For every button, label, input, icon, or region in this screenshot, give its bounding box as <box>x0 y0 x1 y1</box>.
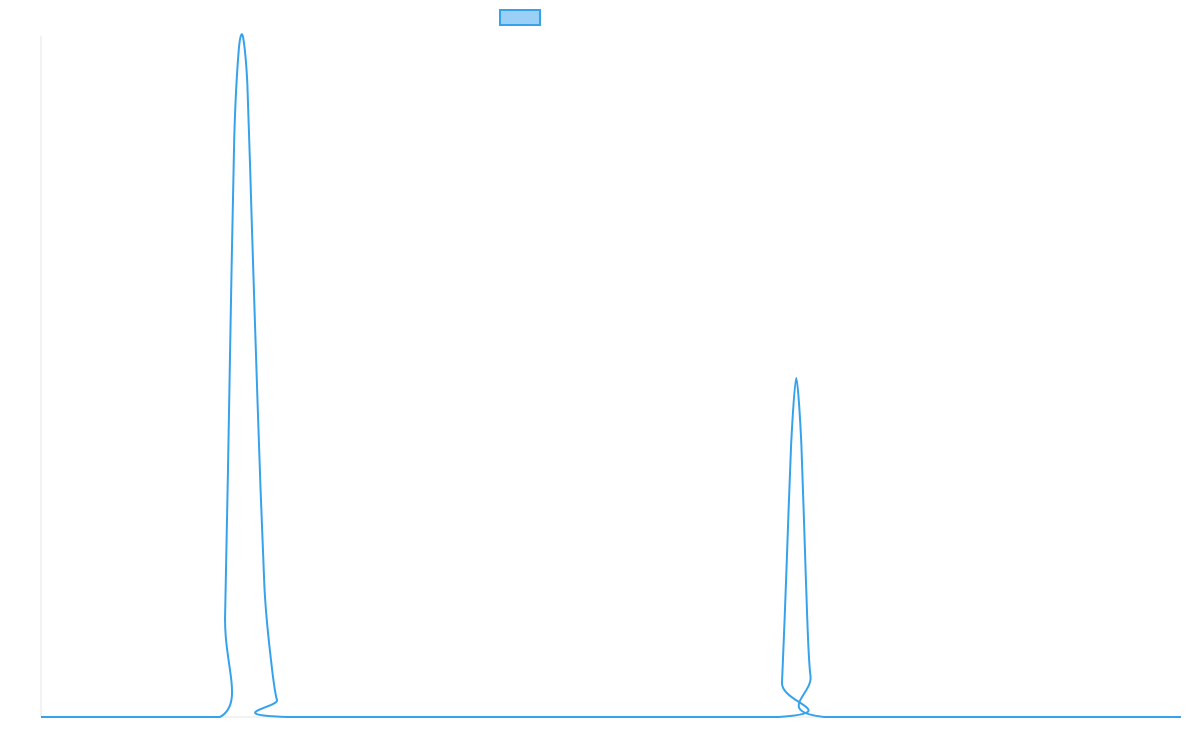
axes <box>40 36 1181 718</box>
series-line-0 <box>41 33 1181 718</box>
legend[interactable] <box>499 9 541 26</box>
legend-swatch[interactable] <box>499 9 541 26</box>
series-area <box>41 33 1181 718</box>
